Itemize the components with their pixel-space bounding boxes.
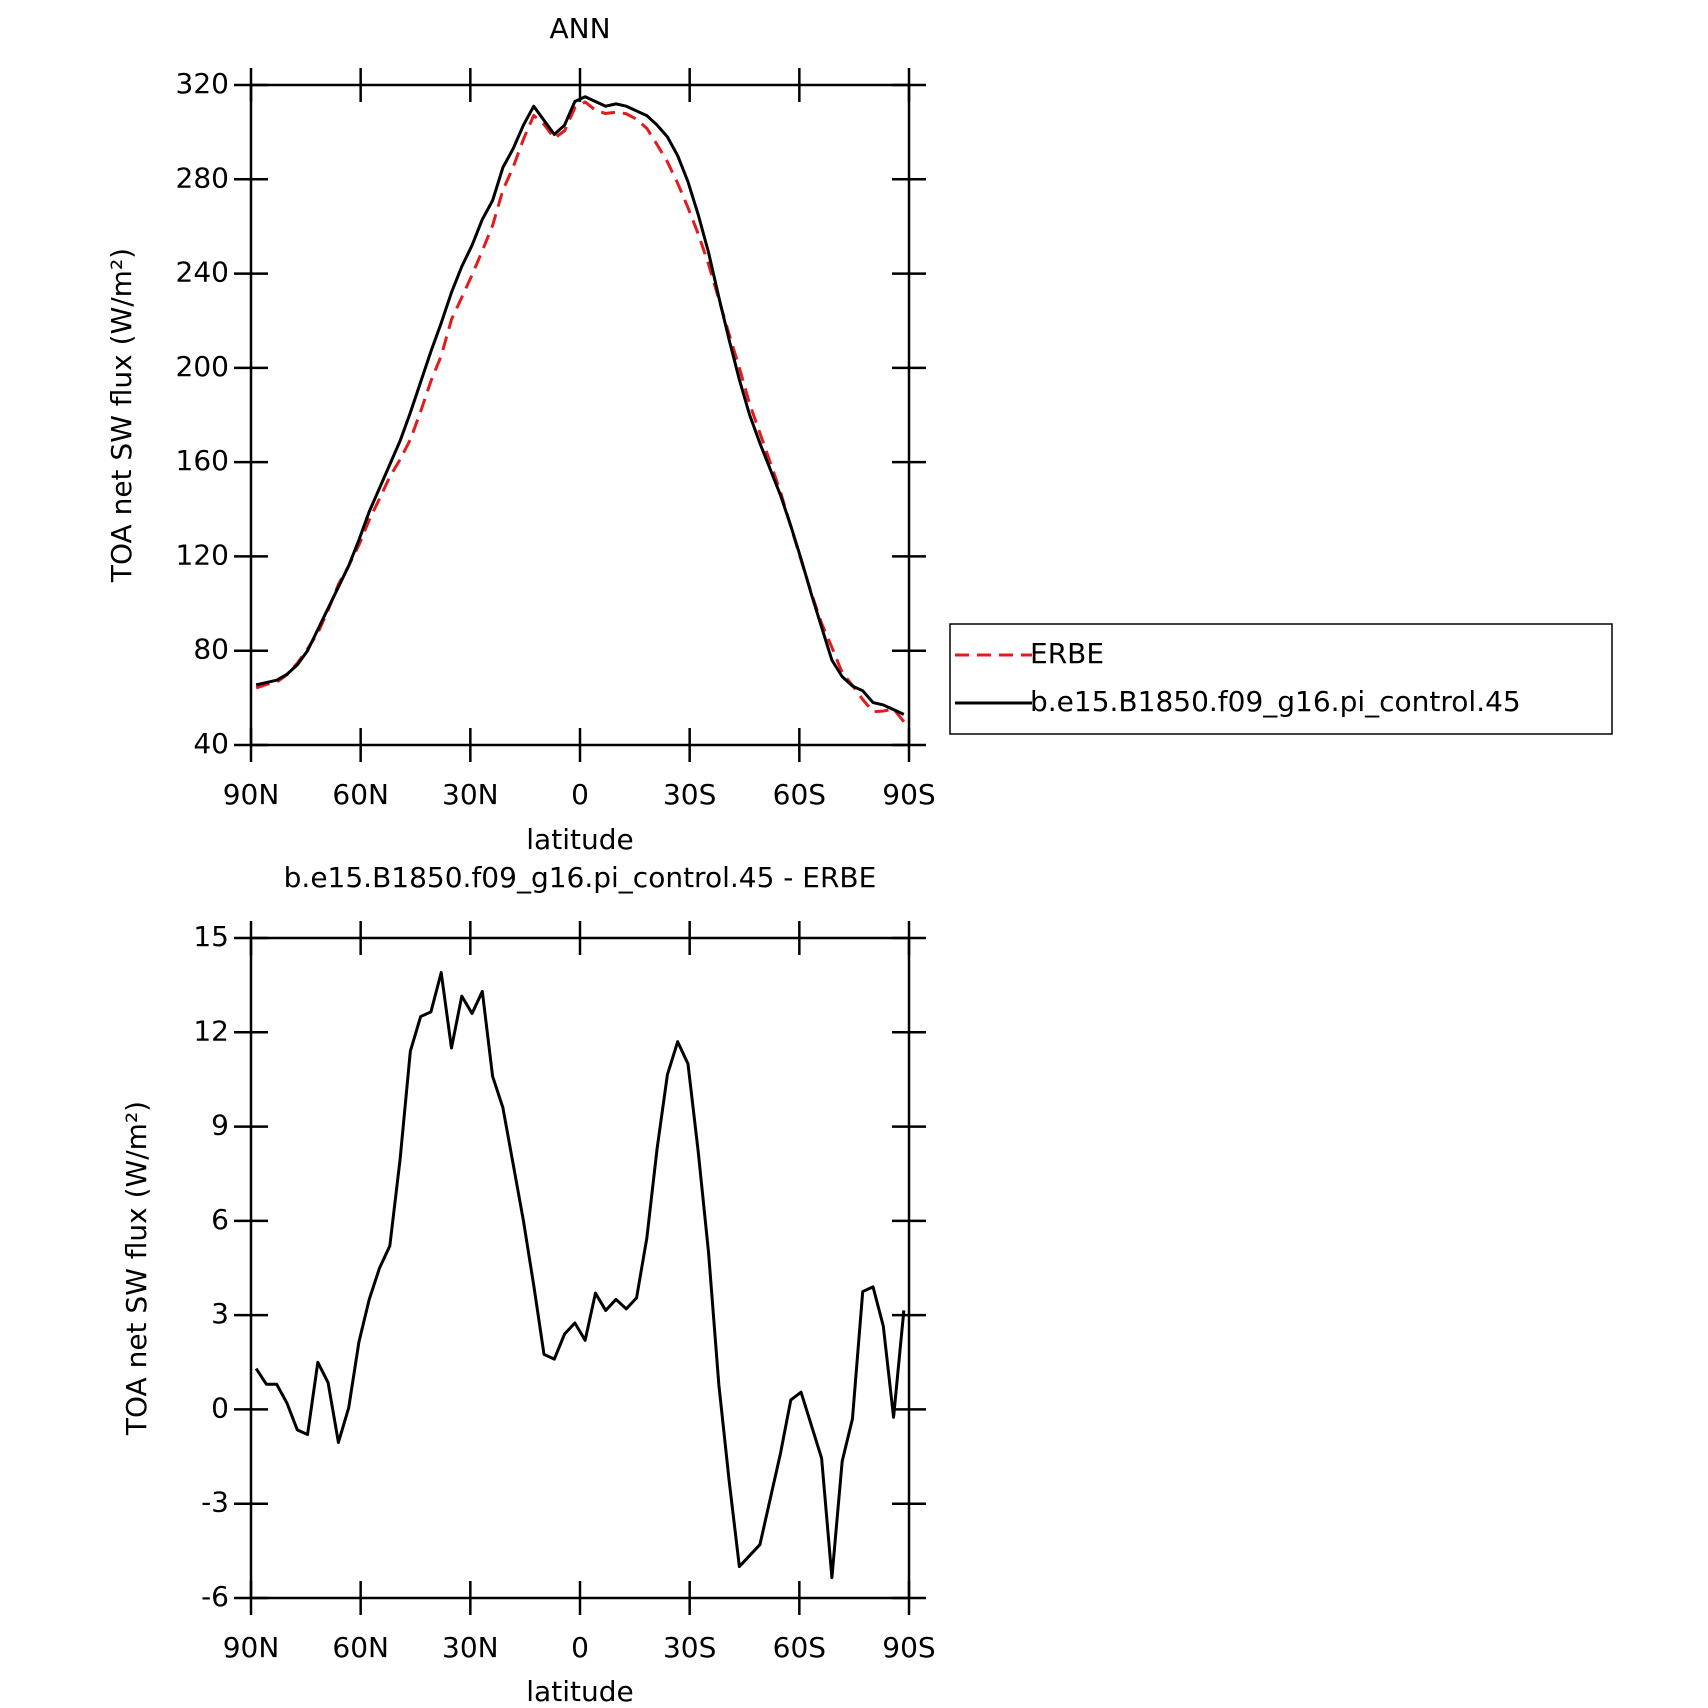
y-tick-label: 120 — [176, 538, 229, 571]
legend-label: b.e15.B1850.f09_g16.pi_control.45 — [1030, 685, 1521, 718]
y-axis-label: TOA net SW flux (W/m²) — [120, 1101, 153, 1436]
x-axis-label: latitude — [526, 823, 633, 856]
x-tick-label: 0 — [571, 778, 589, 811]
x-tick-label: 0 — [571, 1631, 589, 1664]
y-tick-label: 320 — [176, 67, 229, 100]
x-tick-label: 60S — [773, 778, 826, 811]
x-tick-label: 30N — [442, 778, 499, 811]
y-tick-label: -6 — [201, 1580, 229, 1613]
y-tick-label: 15 — [193, 920, 229, 953]
x-tick-label: 90S — [882, 778, 935, 811]
y-tick-label: 280 — [176, 161, 229, 194]
legend-label: ERBE — [1030, 637, 1104, 670]
y-axis-label: TOA net SW flux (W/m²) — [105, 248, 138, 583]
y-tick-label: 160 — [176, 444, 229, 477]
x-tick-label: 30S — [663, 1631, 716, 1664]
y-tick-label: 0 — [211, 1391, 229, 1424]
legend-box — [949, 623, 1613, 735]
y-tick-label: 200 — [176, 350, 229, 383]
x-tick-label: 30N — [442, 1631, 499, 1664]
x-tick-label: 60S — [773, 1631, 826, 1664]
y-tick-label: 3 — [211, 1297, 229, 1330]
x-tick-label: 90S — [882, 1631, 935, 1664]
data-line — [254, 971, 906, 1580]
y-tick-label: 6 — [211, 1203, 229, 1236]
x-axis-label: latitude — [526, 1675, 633, 1708]
x-tick-label: 60N — [332, 778, 389, 811]
data-line — [255, 95, 905, 716]
x-tick-label: 60N — [332, 1631, 389, 1664]
y-tick-label: 40 — [193, 727, 229, 760]
x-tick-label: 30S — [663, 778, 716, 811]
chart-title: ANN — [549, 12, 610, 45]
y-tick-label: 9 — [211, 1109, 229, 1142]
y-tick-label: 12 — [193, 1014, 229, 1047]
x-tick-label: 90N — [223, 1631, 280, 1664]
y-tick-label: 240 — [176, 256, 229, 289]
y-tick-label: -3 — [201, 1486, 229, 1519]
x-tick-label: 90N — [223, 778, 280, 811]
y-tick-label: 80 — [193, 633, 229, 666]
chart-title: b.e15.B1850.f09_g16.pi_control.45 - ERBE — [284, 861, 877, 894]
